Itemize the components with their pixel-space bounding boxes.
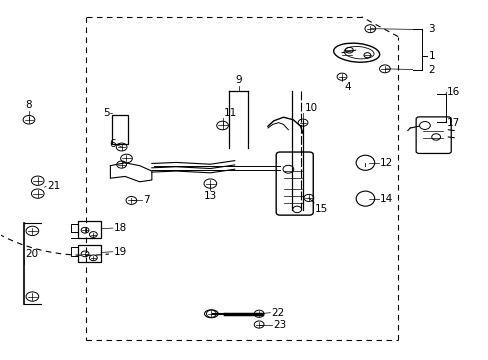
Text: 15: 15	[315, 204, 328, 214]
Text: 3: 3	[427, 24, 434, 35]
Text: 4: 4	[343, 82, 350, 92]
Text: 21: 21	[47, 181, 60, 191]
Text: 13: 13	[203, 191, 217, 201]
Text: 5: 5	[103, 108, 110, 118]
Text: 10: 10	[305, 103, 317, 113]
Text: 22: 22	[271, 308, 284, 318]
Text: 7: 7	[143, 195, 149, 206]
Text: 20: 20	[25, 249, 38, 259]
Text: 2: 2	[427, 64, 434, 75]
Bar	[112, 116, 128, 144]
Text: 11: 11	[224, 108, 237, 118]
Text: 6: 6	[109, 139, 116, 149]
Text: 17: 17	[446, 118, 459, 128]
Text: 1: 1	[427, 51, 434, 61]
Text: 14: 14	[379, 194, 392, 204]
Text: 23: 23	[272, 320, 285, 329]
Text: 8: 8	[25, 100, 32, 110]
Text: 16: 16	[446, 87, 459, 97]
Text: 12: 12	[379, 158, 392, 168]
Text: 18: 18	[114, 223, 127, 233]
Text: 19: 19	[114, 247, 127, 257]
Circle shape	[206, 310, 216, 318]
Text: 9: 9	[235, 75, 242, 85]
